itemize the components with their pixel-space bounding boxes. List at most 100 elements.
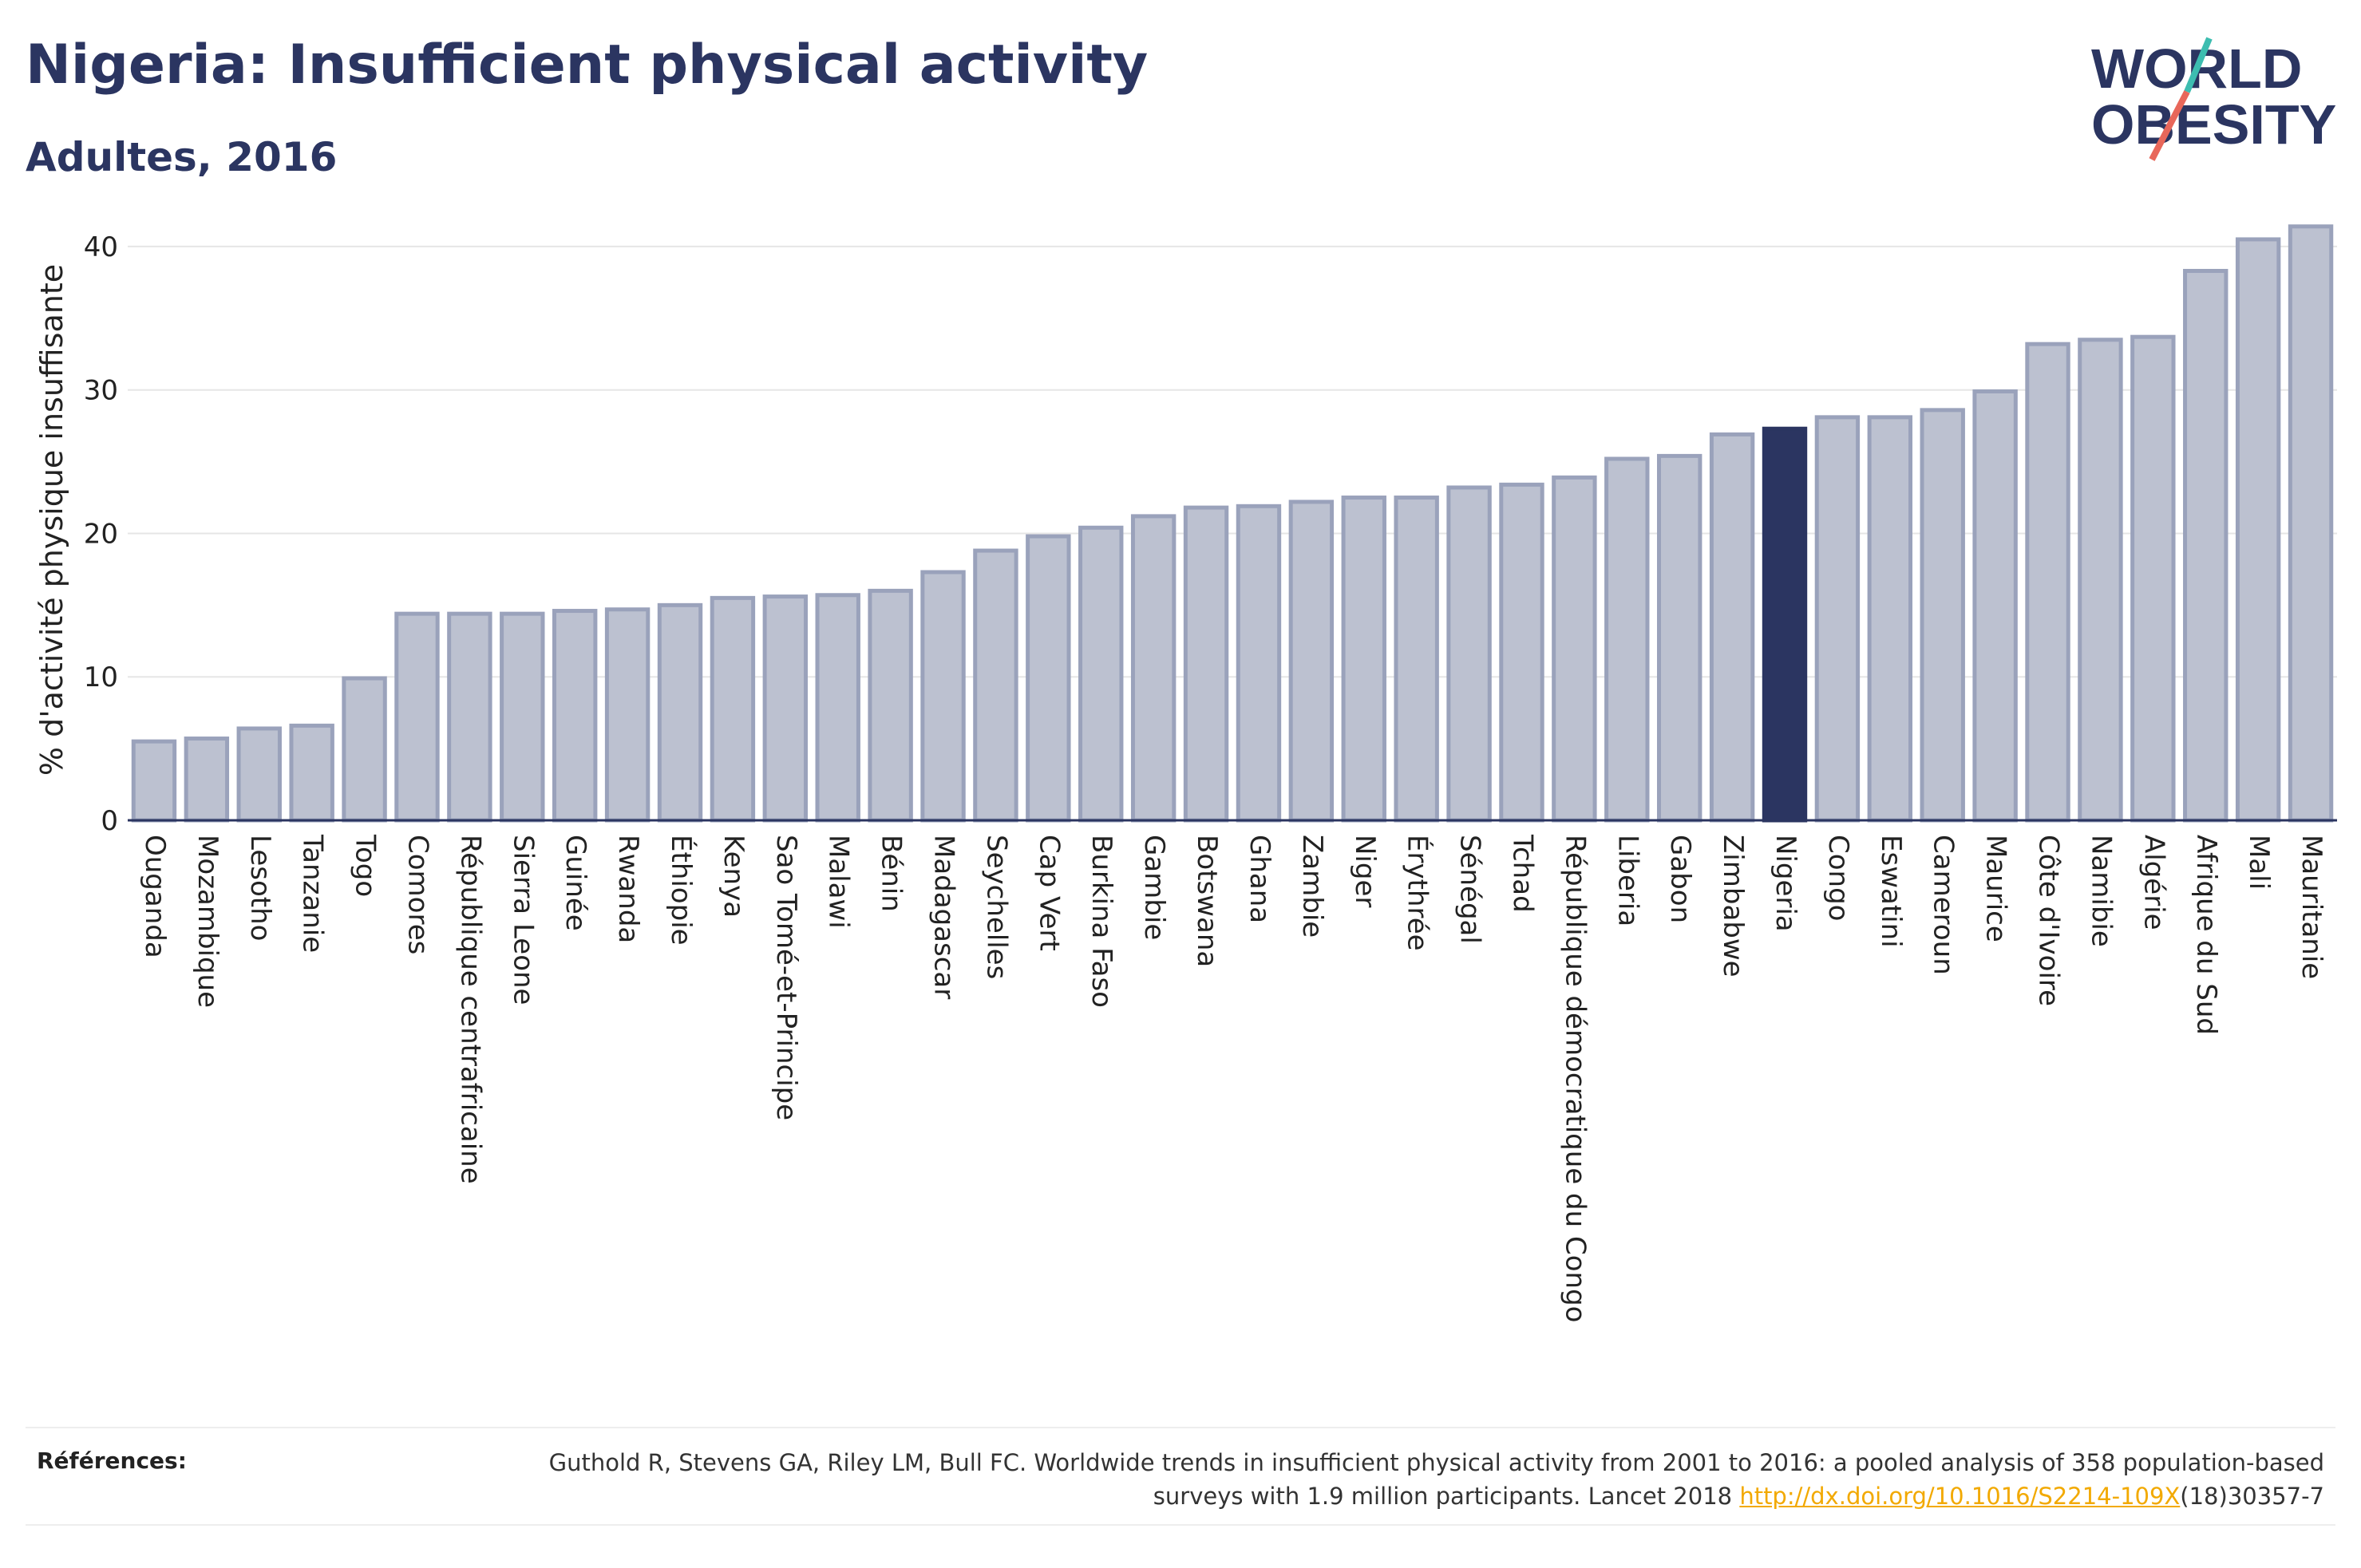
bar — [1762, 426, 1808, 823]
bar — [447, 611, 492, 823]
x-tick-label: Eswatini — [1875, 835, 1907, 948]
references-doi-link[interactable]: http://dx.doi.org/10.1016/S2214-109X — [1739, 1483, 2181, 1510]
references-text: Guthold R, Stevens GA, Riley LM, Bull FC… — [488, 1446, 2324, 1513]
bar — [342, 676, 387, 823]
bar — [552, 609, 598, 823]
references-citation-suffix: (18)30357-7 — [2180, 1483, 2324, 1510]
x-tick-label: Seychelles — [980, 835, 1012, 979]
x-tick-label: Sénégal — [1454, 835, 1486, 944]
world-obesity-logo: WORLD OBESITY — [2091, 37, 2336, 161]
x-tick-label: Botswana — [1191, 835, 1223, 967]
footer-divider-top — [26, 1427, 2335, 1428]
y-tick-label: 10 — [84, 662, 118, 693]
x-tick-label: Tanzanie — [297, 834, 329, 953]
bar — [236, 726, 282, 823]
bar — [500, 611, 545, 823]
bar — [289, 723, 334, 823]
x-tick-label: Algérie — [2138, 835, 2169, 930]
logo-slash-teal — [2184, 37, 2213, 93]
references-label: Références: — [37, 1448, 187, 1474]
bar-chart: 0 10 20 30 40 Ouganda Mozambique Lesotho Tanzan… — [34, 224, 2337, 1322]
x-tick-label: Ouganda — [139, 835, 171, 958]
bar — [973, 548, 1018, 823]
bar — [1130, 514, 1177, 823]
y-tick-label: 40 — [84, 231, 118, 263]
x-axis-ticks: Ouganda Mozambique Lesotho Tanzanie Togo Como… — [139, 834, 2327, 1322]
bar — [2183, 268, 2229, 823]
bar — [657, 602, 703, 823]
bar — [710, 595, 756, 823]
bars — [131, 224, 2334, 823]
x-tick-label: Bénin — [876, 835, 908, 912]
bar — [184, 737, 230, 823]
x-tick-label: Nigeria — [1770, 835, 1801, 932]
x-tick-label: Gabon — [1664, 835, 1696, 923]
bar — [1288, 500, 1335, 823]
y-axis-label: % d'activité physique insuffisante — [34, 264, 69, 776]
x-tick-label: Mozambique — [192, 835, 223, 1008]
x-tick-label: Guinée — [560, 835, 591, 931]
x-tick-label: Érythrée — [1402, 835, 1434, 951]
footer-divider-bottom — [26, 1524, 2335, 1526]
x-tick-label: Sierra Leone — [507, 835, 539, 1005]
bar — [2130, 334, 2176, 823]
bar — [920, 570, 966, 823]
x-tick-label: Burkina Faso — [1086, 835, 1117, 1008]
logo-word-obesity: OBESITY — [2091, 93, 2336, 156]
x-tick-label: Zambie — [1296, 835, 1328, 938]
bar — [1394, 496, 1439, 823]
x-tick-label: Malawi — [823, 835, 855, 929]
x-tick-label: Namibie — [2085, 835, 2117, 947]
chart-subtitle: Adultes, 2016 — [26, 134, 338, 180]
x-tick-label: Mauritanie — [2296, 835, 2327, 979]
y-axis-ticks: 0 10 20 30 40 — [84, 231, 118, 837]
y-tick-label: 20 — [84, 518, 118, 550]
bar — [1446, 485, 1492, 823]
bar — [2025, 342, 2070, 823]
y-tick-label: 30 — [84, 375, 118, 407]
x-tick-label: République centrafricaine — [454, 835, 486, 1184]
bar — [1972, 389, 2018, 823]
bar — [604, 607, 651, 823]
bar — [1341, 496, 1386, 823]
bar — [2288, 224, 2334, 823]
y-tick-label: 0 — [101, 805, 118, 837]
x-tick-label: Kenya — [718, 835, 749, 918]
x-tick-label: Madagascar — [928, 835, 960, 999]
bar — [1236, 504, 1282, 823]
x-tick-label: Mali — [2243, 835, 2275, 890]
x-tick-label: Lesotho — [244, 835, 276, 941]
x-tick-label: République démocratique du Congo — [1559, 835, 1591, 1322]
bar — [762, 594, 809, 823]
bar — [815, 593, 860, 823]
x-tick-label: Ghana — [1244, 835, 1275, 923]
bar — [2078, 338, 2123, 823]
bar — [1604, 456, 1650, 823]
x-tick-label: Côte d'Ivoire — [2033, 835, 2065, 1006]
bar — [1026, 534, 1071, 823]
bar — [394, 611, 440, 823]
x-tick-label: Liberia — [1612, 835, 1643, 926]
x-tick-label: Gambie — [1138, 835, 1170, 940]
bar — [1920, 408, 1965, 823]
x-tick-label: Maurice — [1980, 835, 2012, 942]
bar — [1867, 415, 1913, 823]
bar — [1499, 482, 1544, 823]
x-tick-label: Niger — [1349, 835, 1381, 907]
bar — [131, 739, 177, 823]
x-tick-label: Cameroun — [1928, 835, 1960, 975]
x-tick-label: Zimbabwe — [1717, 835, 1749, 978]
chart-title: Nigeria: Insufficient physical activity — [26, 34, 1149, 97]
x-tick-label: Sao Tomé-et-Principe — [770, 835, 802, 1120]
bar — [1709, 432, 1755, 823]
x-tick-label: Comores — [401, 835, 433, 954]
x-tick-label: Congo — [1822, 835, 1854, 921]
x-tick-label: Rwanda — [612, 835, 644, 943]
bar — [1552, 475, 1597, 823]
bar — [2235, 237, 2281, 823]
x-tick-label: Togo — [350, 834, 382, 897]
x-tick-label: Éthiopie — [665, 835, 698, 946]
x-tick-label: Tchad — [1506, 834, 1538, 913]
bar — [1656, 453, 1703, 823]
bar — [868, 588, 913, 823]
